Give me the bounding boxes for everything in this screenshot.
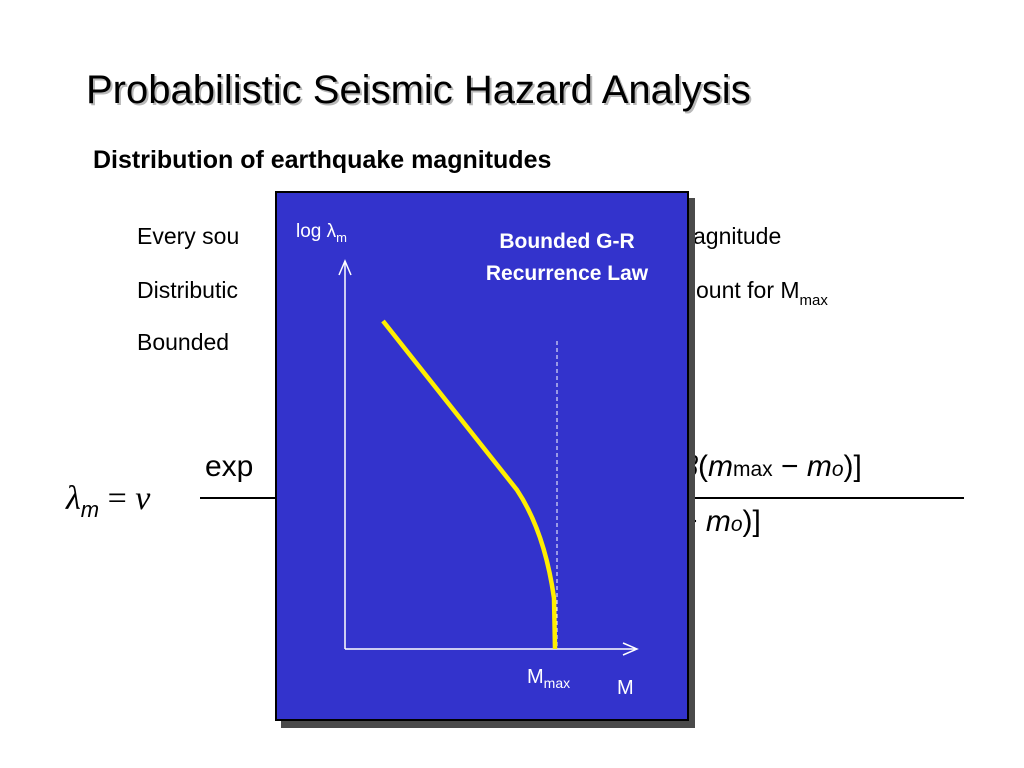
bullet-2-text: Distributic	[137, 277, 238, 303]
bullet-item-2: Distributic	[137, 277, 238, 304]
x-axis-arrow-icon	[622, 642, 639, 656]
formula-den-m: m	[705, 505, 731, 538]
y-axis-label-sub: m	[336, 230, 347, 245]
bullet-1-text: Every sou	[137, 223, 240, 249]
formula-den-m-sub: o	[730, 513, 743, 536]
formula-m-max-sub: max	[732, 458, 773, 481]
bullet-2-tail: ount for Mmax	[696, 277, 828, 309]
recurrence-curve	[381, 319, 558, 650]
bullet-1-tail-text: agnitude	[693, 223, 782, 249]
mmax-label-text: M	[527, 666, 544, 688]
formula-m-o: m	[806, 450, 832, 483]
formula-minus: −	[772, 450, 807, 483]
bullet-2-tail-text: ount for M	[696, 277, 800, 303]
formula-numerator-left: exp	[205, 450, 254, 483]
formula-equals: =	[107, 480, 127, 517]
bullet-item-3: Bounded	[137, 329, 229, 356]
y-axis-label: log λm	[296, 221, 347, 245]
legend-line-1: Bounded G-R	[499, 230, 635, 253]
bullet-1-tail: agnitude	[693, 223, 781, 250]
formula-den-close: )]	[742, 505, 761, 538]
slide-title: Probabilistic Seismic Hazard Analysis	[86, 68, 751, 112]
bullet-3-text: Bounded	[137, 329, 230, 355]
formula-lambda-sub: m	[80, 497, 100, 522]
y-axis-label-text: log λ	[296, 221, 337, 242]
legend-line-2: Recurrence Law	[485, 262, 649, 285]
bullet-2-tail-sub: max	[799, 292, 828, 309]
mmax-label: Mmax	[527, 666, 571, 691]
gr-plot	[338, 259, 639, 656]
gr-recurrence-panel: log λm Bounded G-R Recurrence Law Mmax M	[275, 191, 689, 721]
mmax-label-sub: max	[543, 675, 571, 691]
formula-open-paren: (	[697, 450, 708, 483]
formula-numerator-right: β(mmax − mo)]	[683, 450, 862, 484]
formula-m-o-sub: o	[831, 458, 844, 481]
curve-legend: Bounded G-R Recurrence Law	[437, 226, 697, 290]
formula-nu: ν	[135, 480, 151, 517]
x-axis-label: M	[617, 677, 634, 699]
y-axis-arrow-icon	[338, 259, 352, 276]
formula-close-paren: )]	[843, 450, 862, 483]
formula-m-max: m	[707, 450, 733, 483]
formula-lhs: λm = ν	[66, 480, 151, 522]
bullet-item-1: Every sou	[137, 223, 239, 250]
formula-lambda: λ	[66, 480, 81, 517]
slide-subtitle: Distribution of earthquake magnitudes	[93, 146, 552, 174]
